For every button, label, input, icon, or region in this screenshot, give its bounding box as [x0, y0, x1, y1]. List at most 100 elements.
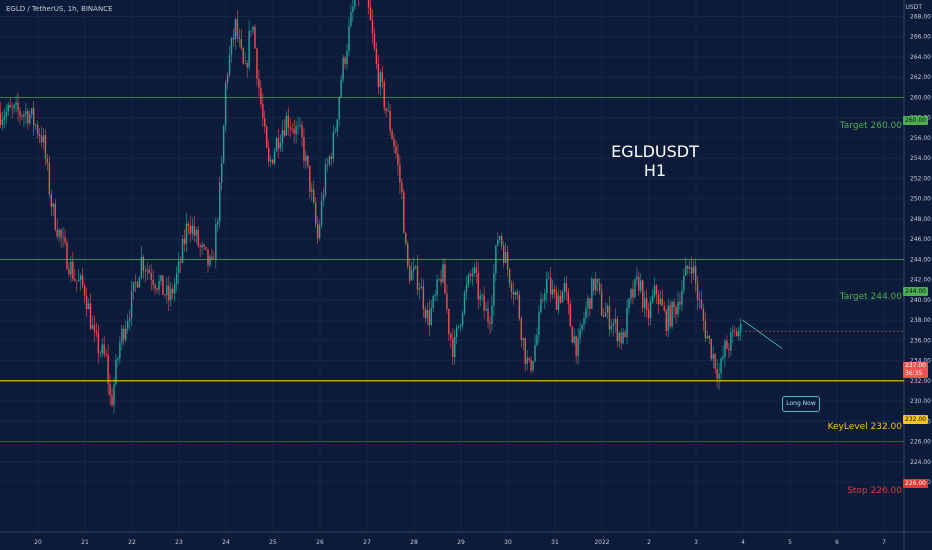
candle-body — [526, 357, 528, 364]
candle-body — [266, 126, 268, 148]
candle-body — [669, 305, 671, 327]
candle-body — [551, 289, 554, 295]
candle-body — [168, 285, 170, 301]
candle-body — [175, 273, 178, 284]
y-tick-label: 232.00 — [910, 378, 931, 385]
candle-body — [412, 267, 415, 271]
candle-body — [585, 308, 587, 319]
candle-body — [31, 108, 33, 115]
candle-body — [385, 108, 387, 111]
candle-body — [275, 138, 278, 152]
candle-body — [414, 265, 417, 268]
x-tick-label: 5 — [788, 539, 792, 546]
candle-body — [130, 291, 133, 319]
candle-body — [83, 285, 86, 297]
candle-body — [718, 373, 720, 379]
candle-body — [692, 266, 695, 274]
candle-body — [534, 345, 536, 362]
candle-body — [5, 111, 7, 117]
x-tick-label: 25 — [269, 539, 277, 546]
candle-body — [62, 237, 64, 238]
candle-body — [299, 124, 301, 126]
candle-body — [479, 295, 481, 300]
candle-body — [187, 223, 190, 227]
candle-body — [734, 330, 736, 332]
y-tick-label: 234.00 — [910, 358, 931, 365]
candle-body — [164, 294, 166, 296]
x-tick-label: 20 — [34, 539, 42, 546]
x-tick-label: 7 — [882, 539, 886, 546]
candle-body — [38, 134, 41, 137]
x-tick-label: 2022 — [594, 539, 609, 546]
y-tick-label: 262.00 — [910, 74, 931, 81]
candle-body — [25, 111, 27, 115]
candle-body — [667, 305, 669, 331]
candle-body — [422, 286, 425, 310]
candle-body — [685, 265, 687, 276]
candle-body — [203, 244, 205, 247]
candle-body — [708, 335, 711, 339]
candle-body — [123, 328, 125, 340]
candle-body — [173, 283, 176, 294]
candle-body — [432, 296, 434, 309]
symbol-header[interactable]: EGLD / TetherUS, 1h, BINANCE — [6, 5, 113, 13]
currency-label[interactable]: USDT — [905, 4, 923, 11]
candle-body — [252, 26, 254, 31]
candle-body — [416, 265, 419, 290]
candle-body — [369, 7, 372, 21]
candle-body — [473, 267, 476, 274]
candle-body — [85, 296, 88, 310]
candle-body — [397, 153, 399, 165]
candle-body — [673, 301, 675, 308]
candle-body — [72, 261, 74, 279]
candle-body — [330, 156, 333, 160]
candle-body — [561, 291, 564, 303]
candle-body — [426, 310, 429, 319]
candle-body — [373, 33, 376, 49]
candle-body — [289, 127, 291, 129]
candle-body — [583, 318, 585, 325]
candle-body — [224, 82, 227, 126]
candle-body — [720, 358, 722, 374]
candle-body — [450, 333, 452, 339]
candle-body — [222, 125, 225, 164]
x-tick-label: 30 — [504, 539, 512, 546]
candle-body — [197, 230, 199, 246]
candle-body — [332, 132, 335, 160]
candle-body — [215, 223, 217, 260]
candle-body — [736, 331, 738, 337]
candle-body — [254, 26, 256, 49]
candle-body — [320, 200, 323, 226]
candle-body — [48, 162, 51, 195]
candle-body — [281, 130, 284, 144]
candle-body — [563, 283, 566, 292]
candle-body — [712, 353, 714, 359]
x-tick-label: 2 — [647, 539, 651, 546]
note-arrow — [742, 319, 783, 349]
candle-body — [636, 276, 638, 279]
long-now-note[interactable]: Long Now — [782, 396, 820, 412]
candle-body — [152, 279, 154, 285]
candle-body — [207, 249, 209, 266]
candle-body — [40, 136, 43, 143]
candle-body — [714, 353, 716, 369]
candle-body — [591, 278, 593, 309]
candle-body — [352, 6, 354, 13]
candle-body — [418, 288, 421, 290]
candle-body — [295, 126, 297, 134]
candle-body — [430, 308, 432, 326]
y-tick-label: 226.00 — [910, 439, 931, 446]
candle-body — [277, 138, 280, 149]
candle-body — [483, 295, 485, 311]
candle-body — [469, 274, 472, 276]
overlay-title: EGLDUSDT — [611, 142, 699, 161]
candle-body — [336, 119, 338, 132]
candle-body — [311, 189, 313, 192]
candle-body — [675, 307, 677, 315]
candle-body — [166, 285, 168, 296]
candle-body — [575, 336, 577, 356]
candle-body — [78, 279, 80, 282]
candle-body — [111, 395, 113, 406]
candle-body — [428, 310, 430, 326]
